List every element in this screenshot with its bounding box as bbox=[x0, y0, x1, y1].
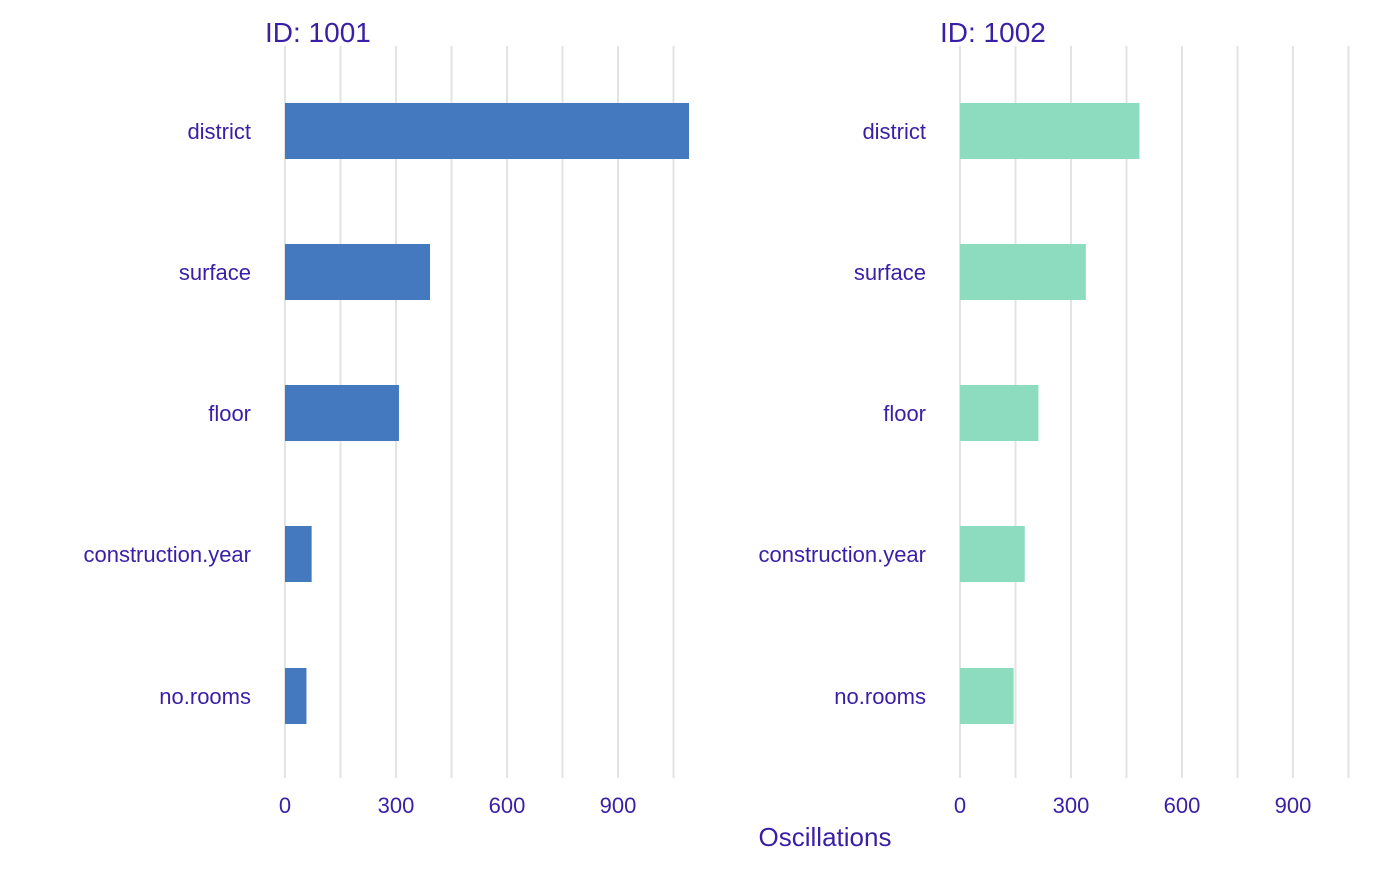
x-tick-label: 300 bbox=[378, 793, 415, 818]
category-label: floor bbox=[208, 401, 251, 426]
bar-district bbox=[285, 103, 690, 159]
x-tick-label: 0 bbox=[954, 793, 966, 818]
bar-district bbox=[960, 103, 1140, 159]
bar-no-rooms bbox=[285, 668, 307, 724]
category-label: construction.year bbox=[83, 542, 251, 567]
x-tick-label: 0 bbox=[279, 793, 291, 818]
bar-surface bbox=[960, 244, 1086, 300]
panel-id-1001: ID: 1001 district surface floor construction… bbox=[83, 17, 690, 818]
x-tick-label: 900 bbox=[600, 793, 637, 818]
bar-floor bbox=[285, 385, 399, 441]
category-label: district bbox=[187, 119, 251, 144]
category-label: construction.year bbox=[758, 542, 926, 567]
bar-surface bbox=[285, 244, 431, 300]
panel-title: ID: 1001 bbox=[265, 17, 371, 48]
bar-construction-year bbox=[285, 526, 312, 582]
bar-floor bbox=[960, 385, 1039, 441]
category-label: surface bbox=[854, 260, 926, 285]
category-label: surface bbox=[179, 260, 251, 285]
category-label: floor bbox=[883, 401, 926, 426]
x-tick-label: 900 bbox=[1275, 793, 1312, 818]
panel-id-1002: ID: 1002 district surface floor construction… bbox=[758, 17, 1350, 818]
category-label: district bbox=[862, 119, 926, 144]
panel-title: ID: 1002 bbox=[940, 17, 1046, 48]
x-tick-label: 600 bbox=[489, 793, 526, 818]
x-tick-label: 300 bbox=[1053, 793, 1090, 818]
category-label: no.rooms bbox=[834, 684, 926, 709]
bar-construction-year bbox=[960, 526, 1025, 582]
x-axis-title: Oscillations bbox=[759, 822, 892, 852]
x-tick-label: 600 bbox=[1164, 793, 1201, 818]
category-label: no.rooms bbox=[159, 684, 251, 709]
bar-no-rooms bbox=[960, 668, 1014, 724]
